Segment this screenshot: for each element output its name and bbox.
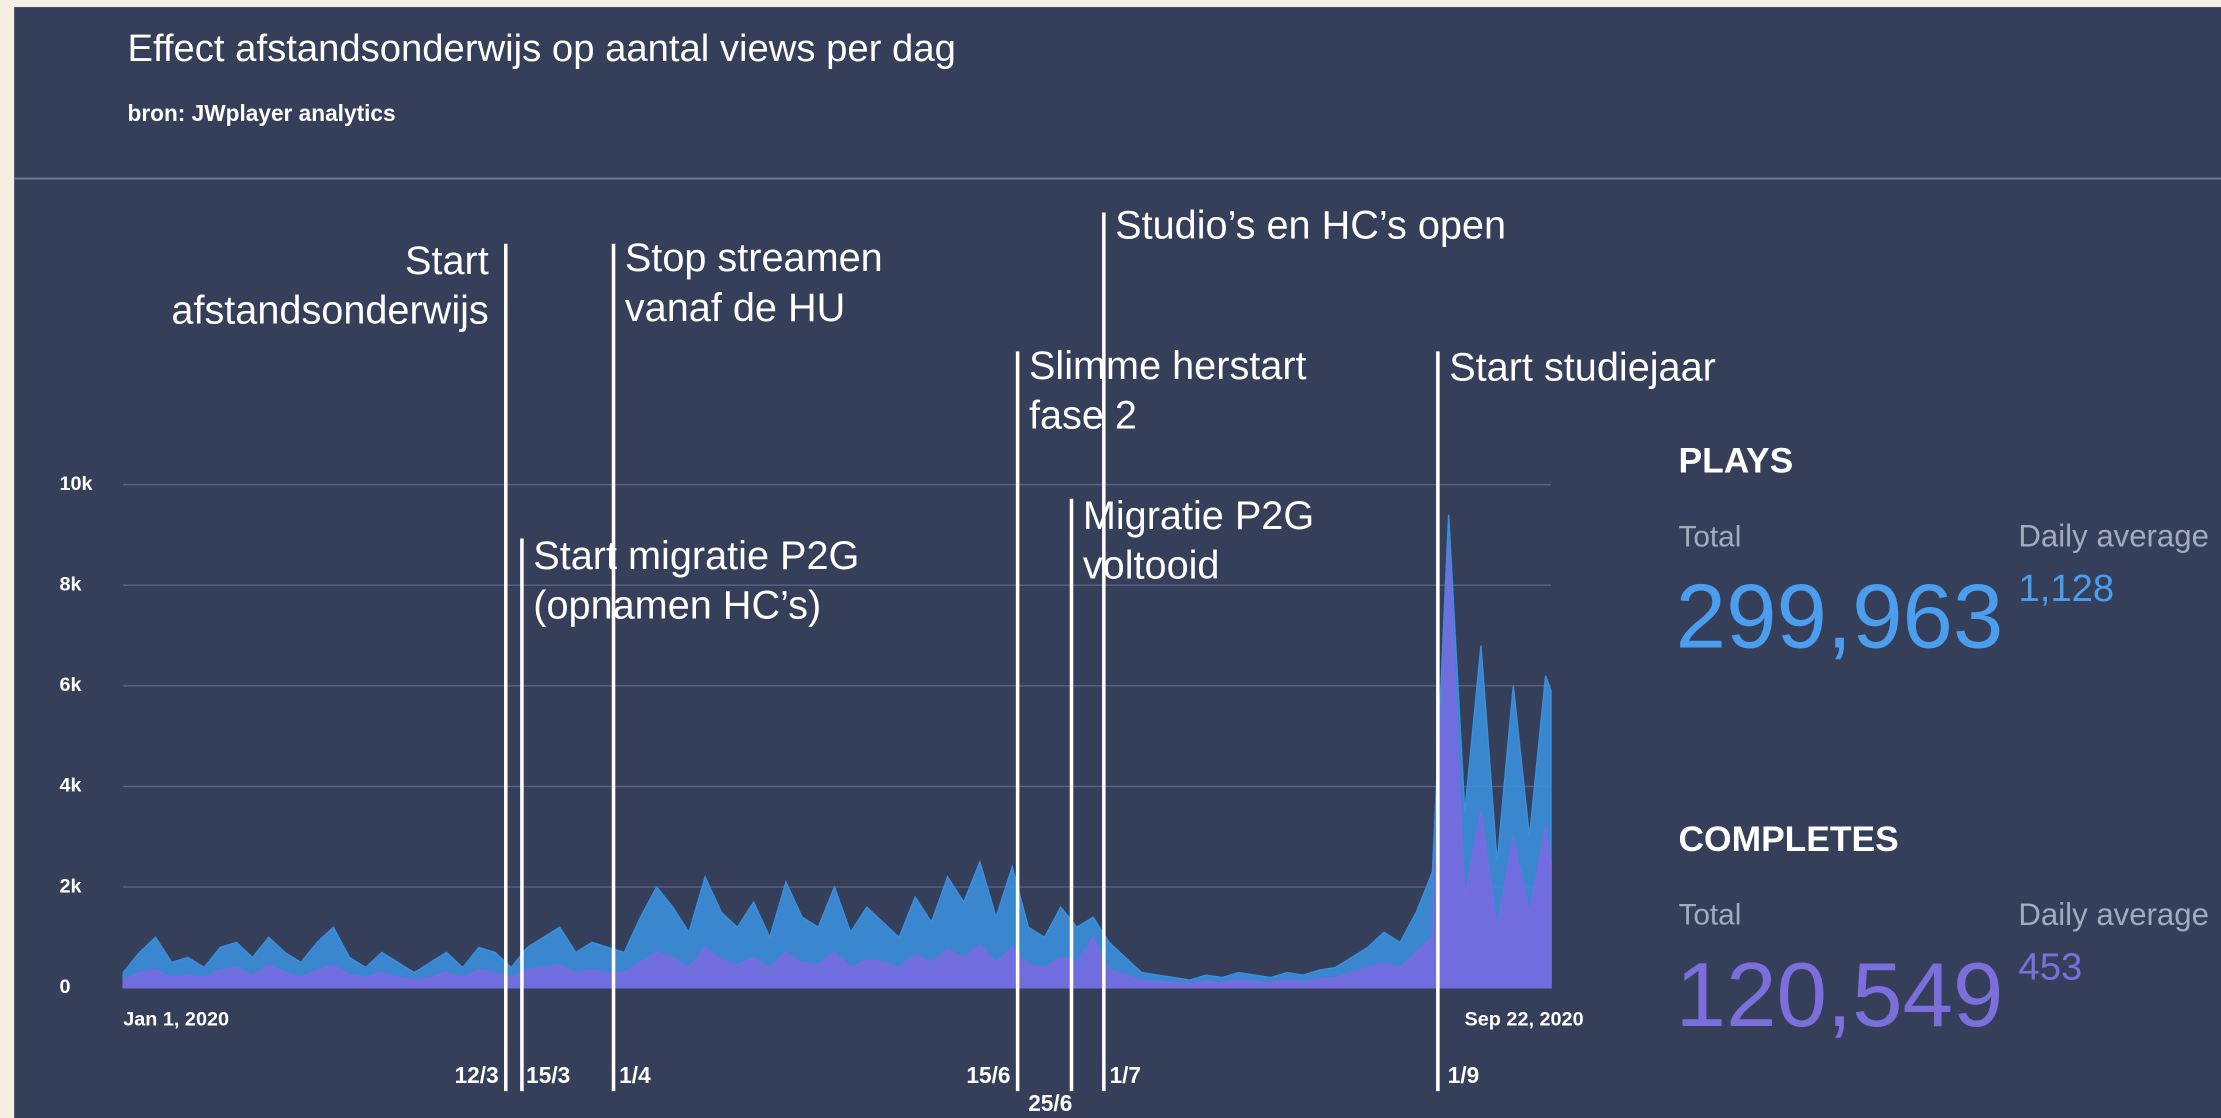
annotation-date: 15/3	[526, 1062, 570, 1088]
stat-total-label: Total	[1678, 899, 1741, 932]
x-tick-label: Sep 22, 2020	[1465, 1008, 1584, 1030]
annotation-text: Stop streamen	[625, 236, 883, 280]
area	[122, 514, 1552, 989]
annotation-text: (opnamen HC’s)	[533, 583, 821, 627]
y-tick-label: 8k	[59, 573, 82, 595]
y-tick-label: 0	[59, 976, 70, 998]
plot: 0 2k 4k 6k 8k 10k Jan 1, 2020 Sep 22, 2020 Start…	[59, 204, 1715, 1117]
stat-average-label: Daily average	[2018, 519, 2208, 554]
stat-total: 120,549	[1676, 945, 2004, 1046]
y-tick-label: 6k	[59, 674, 82, 696]
annotation-date: 1/7	[1109, 1062, 1140, 1088]
annotation-text: vanaf de HU	[625, 286, 845, 330]
stat-average: 453	[2018, 945, 2082, 988]
stat-total: 299,963	[1676, 566, 2004, 667]
chart-title: Effect afstandsonderwijs op aantal views…	[127, 27, 955, 70]
y-tick-label: 10k	[59, 473, 93, 495]
chart-subtitle: bron: JWplayer analytics	[127, 100, 395, 126]
stat-total-label: Total	[1678, 520, 1741, 553]
annotation-text: Studio’s en HC’s open	[1115, 204, 1506, 248]
annotation-text: voltooid	[1083, 544, 1220, 588]
stat-average-label: Daily average	[2018, 897, 2208, 932]
annotation-text: fase 2	[1029, 393, 1137, 437]
annotation-text: Start migratie P2G	[533, 534, 859, 578]
stats-panel: PLAYS Total 299,963 Daily average 1,128 COMPL…	[1676, 441, 2209, 1046]
x-tick-label: Jan 1, 2020	[123, 1008, 229, 1030]
annotation-date: 25/6	[1028, 1090, 1072, 1116]
panel	[14, 7, 2221, 1118]
area	[122, 544, 1552, 989]
annotation-text: Start studiejaar	[1449, 345, 1716, 389]
annotation-text: Migratie P2G	[1083, 494, 1314, 538]
stat-average: 1,128	[2018, 567, 2114, 610]
annotation-date: 1/4	[619, 1062, 651, 1088]
y-tick-label: 4k	[59, 775, 82, 797]
annotation-date: 15/6	[966, 1062, 1010, 1088]
stat-title: COMPLETES	[1678, 819, 1898, 859]
annotation-text: Start	[405, 239, 489, 283]
stat-title: PLAYS	[1678, 441, 1793, 481]
annotation-text: Slimme herstart	[1029, 344, 1307, 388]
annotation-date: 1/9	[1448, 1062, 1479, 1088]
y-tick-label: 2k	[59, 875, 82, 897]
annotation-text: afstandsonderwijs	[171, 289, 488, 333]
annotation-date: 12/3	[455, 1062, 499, 1088]
